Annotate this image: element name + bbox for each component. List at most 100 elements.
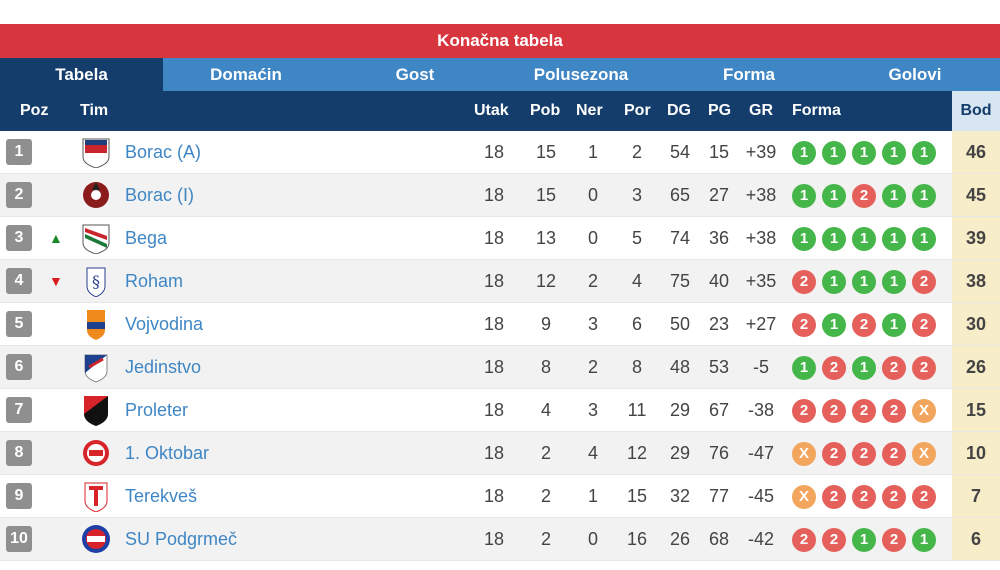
form-badge: 2	[792, 528, 816, 552]
cell-utak: 18	[483, 185, 505, 205]
team-name[interactable]: Roham	[125, 271, 184, 291]
tab-bar: Tabela Domaćin Gost Polusezona Forma Gol…	[0, 58, 1000, 91]
tab-tabela[interactable]: Tabela	[0, 58, 163, 91]
club-logo	[81, 179, 111, 211]
form-badge: 1	[882, 313, 906, 337]
cell-pg: 53	[708, 357, 730, 377]
cell-dg: 54	[669, 142, 691, 162]
form-badge: 1	[912, 184, 936, 208]
col-dg: DG	[667, 102, 691, 119]
cell-pob: 12	[535, 271, 557, 291]
cell-bod: 38	[952, 260, 1000, 302]
table-row[interactable]: 6 Jedinstvo 18 8 2 8 48 53 -5 1 2 1 2 2 26	[0, 346, 1000, 389]
table-row[interactable]: 10 SU Podgrmeč 18 2 0 16 26 68 -42 2 2 1 2 1 6	[0, 518, 1000, 561]
tab-golovi[interactable]: Golovi	[888, 65, 942, 84]
cell-utak: 18	[483, 314, 505, 334]
form-badge: 1	[912, 141, 936, 165]
trend-down-icon: ▼	[49, 273, 63, 289]
team-name[interactable]: Jedinstvo	[125, 357, 202, 377]
team-name[interactable]: Proleter	[125, 400, 189, 420]
tab-forma[interactable]: Forma	[723, 65, 775, 84]
table-row[interactable]: 5 Vojvodina 18 9 3 6 50 23 +27 2 1 2 1 2 30	[0, 303, 1000, 346]
position-badge: 9	[6, 483, 32, 509]
cell-por: 6	[631, 314, 642, 334]
team-name[interactable]: Borac (A)	[125, 142, 202, 162]
form-badge: 1	[882, 141, 906, 165]
standings-widget: Konačna tabela Tabela Domaćin Gost Polus…	[0, 24, 1000, 561]
form-badge: 1	[822, 270, 846, 294]
cell-dg: 26	[669, 529, 691, 549]
cell-ner: 0	[587, 185, 598, 205]
team-name[interactable]: Bega	[125, 228, 168, 248]
position-badge: 7	[6, 397, 32, 423]
cell-gr: -45	[747, 486, 774, 506]
cell-utak: 18	[483, 443, 505, 463]
form-badge: 1	[882, 184, 906, 208]
tab-domacin[interactable]: Domaćin	[210, 65, 282, 84]
tab-polusezona[interactable]: Polusezona	[533, 65, 629, 84]
team-name[interactable]: Vojvodina	[125, 314, 204, 334]
cell-por: 4	[631, 271, 642, 291]
team-name[interactable]: Terekveš	[125, 486, 198, 506]
col-forma: Forma	[792, 102, 841, 119]
cell-pob: 2	[540, 443, 551, 463]
cell-dg: 29	[669, 400, 691, 420]
table-row[interactable]: 7 Proleter 18 4 3 11 29 67 -38 2 2 2 2 X 15	[0, 389, 1000, 432]
cell-pob: 9	[540, 314, 551, 334]
cell-bod: 39	[952, 217, 1000, 259]
form-badge: X	[792, 442, 816, 466]
cell-ner: 3	[587, 314, 598, 334]
form-badge: 2	[822, 356, 846, 380]
cell-dg: 32	[669, 486, 691, 506]
col-gr: GR	[749, 102, 773, 119]
form-badge: X	[792, 485, 816, 509]
team-name[interactable]: Borac (I)	[125, 185, 195, 205]
form-badge: X	[912, 399, 936, 423]
team-name[interactable]: 1. Oktobar	[125, 443, 210, 463]
table-row[interactable]: 4 ▼ § Roham 18 12 2 4 75 40 +35 2 1 1 1 2 38	[0, 260, 1000, 303]
cell-por: 8	[631, 357, 642, 377]
cell-pob: 8	[540, 357, 551, 377]
table-row[interactable]: 2 Borac (I) 18 15 0 3 65 27 +38 1 1 2 1 1 45	[0, 174, 1000, 217]
col-ner: Ner	[576, 102, 603, 119]
team-name[interactable]: SU Podgrmeč	[125, 529, 238, 549]
cell-gr: +39	[745, 142, 777, 162]
cell-pg: 40	[708, 271, 730, 291]
cell-pg: 15	[708, 142, 730, 162]
cell-por: 15	[626, 486, 648, 506]
form-badge: 1	[852, 528, 876, 552]
form-badge: 1	[852, 270, 876, 294]
standings-rows: 1 Borac (A) 18 15 1 2 54 15 +39 1 1 1 1 1 46 2 Borac (I)…	[0, 131, 1000, 561]
club-logo	[81, 523, 111, 555]
position-badge: 4	[6, 268, 32, 294]
form-badge: 2	[792, 313, 816, 337]
cell-dg: 75	[669, 271, 691, 291]
club-logo	[81, 480, 111, 513]
form-badge: 1	[882, 270, 906, 294]
table-row[interactable]: 8 1. Oktobar 18 2 4 12 29 76 -47 X 2 2 2 X 10	[0, 432, 1000, 475]
tab-gost[interactable]: Gost	[395, 65, 435, 84]
cell-pob: 2	[540, 486, 551, 506]
position-badge: 5	[6, 311, 32, 337]
table-row[interactable]: 3 ▲ Bega 18 13 0 5 74 36 +38 1 1 1 1 1 39	[0, 217, 1000, 260]
cell-bod: 26	[952, 346, 1000, 388]
cell-dg: 48	[669, 357, 691, 377]
club-logo	[81, 136, 111, 169]
cell-pg: 76	[708, 443, 730, 463]
table-row[interactable]: 9 Terekveš 18 2 1 15 32 77 -45 X 2 2 2 2 7	[0, 475, 1000, 518]
form-badge: 2	[882, 356, 906, 380]
cell-utak: 18	[483, 529, 505, 549]
club-logo	[81, 308, 111, 340]
cell-pg: 68	[708, 529, 730, 549]
club-logo	[81, 394, 111, 426]
col-tim: Tim	[80, 102, 109, 119]
table-row[interactable]: 1 Borac (A) 18 15 1 2 54 15 +39 1 1 1 1 1 46	[0, 131, 1000, 174]
cell-pob: 15	[535, 185, 557, 205]
form-badge: 2	[822, 528, 846, 552]
cell-por: 2	[631, 142, 642, 162]
cell-dg: 74	[669, 228, 691, 248]
